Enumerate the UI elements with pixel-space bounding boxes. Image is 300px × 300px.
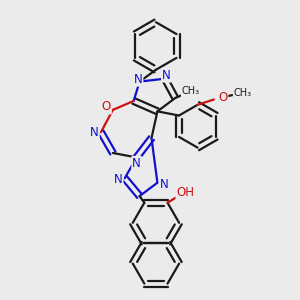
Text: N: N	[134, 73, 142, 86]
Text: O: O	[218, 91, 227, 104]
Text: CH₃: CH₃	[182, 86, 200, 96]
Text: OH: OH	[176, 186, 194, 199]
Text: N: N	[160, 178, 168, 191]
Text: N: N	[132, 157, 141, 170]
Text: N: N	[90, 126, 99, 139]
Text: N: N	[114, 173, 123, 186]
Text: O: O	[102, 100, 111, 113]
Text: N: N	[162, 69, 171, 82]
Text: CH₃: CH₃	[234, 88, 252, 98]
